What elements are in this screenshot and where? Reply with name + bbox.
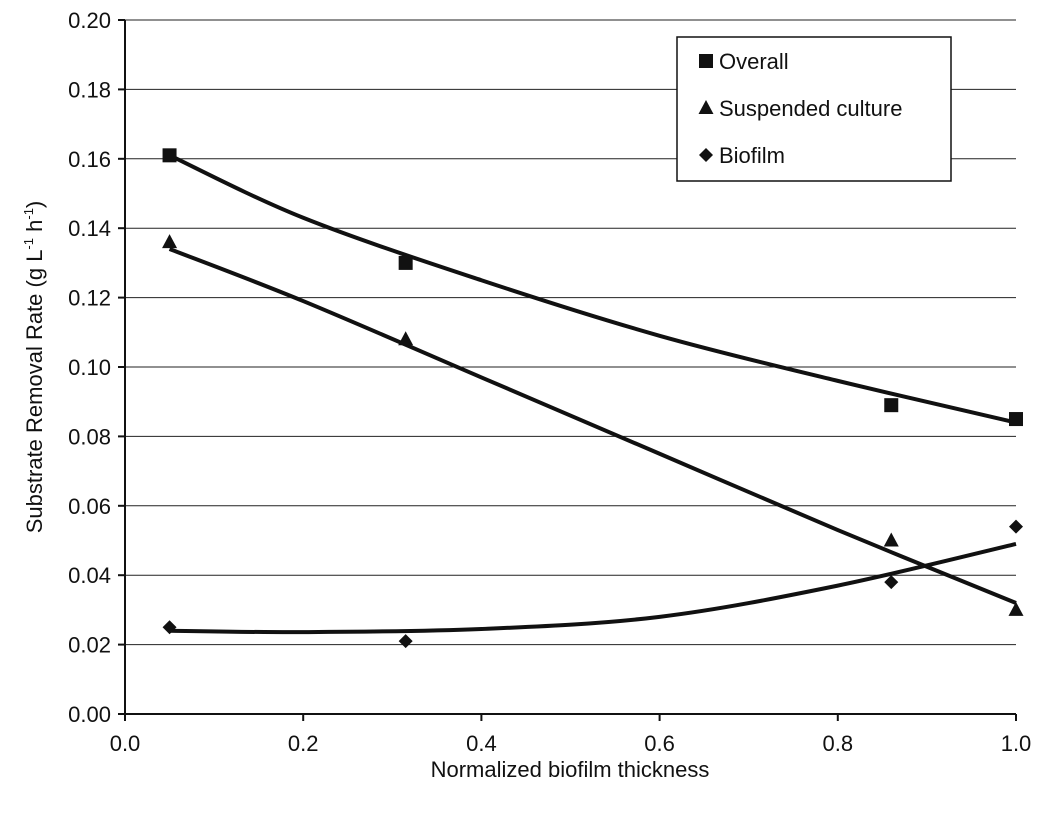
trendline-suspended-culture [168,247,1017,605]
y-tick-label: 0.18 [68,77,111,102]
ticks: 0.00 0.02 0.04 0.06 0.08 0.10 0.12 0.14 0.16 0.18… [68,8,1031,756]
x-tick-label: 0.6 [644,731,675,756]
marker-biofilm [884,575,899,590]
legend-marker-biofilm [699,148,713,162]
y-axis-title-suffix: ) [22,201,47,208]
marker-suspended-culture [1008,601,1024,616]
y-axis-title-exp2: -1 [21,208,36,220]
y-axis-title-mid: h [22,220,47,238]
marker-suspended-culture [162,234,178,249]
marker-biofilm [162,620,177,635]
y-tick-label: 0.14 [68,216,111,241]
y-tick-label: 0.16 [68,147,111,172]
legend-label-suspended-culture: Suspended culture [719,96,902,121]
data-markers [162,148,1024,649]
y-tick-label: 0.06 [68,494,111,519]
y-tick-label: 0.12 [68,286,111,311]
legend-marker-suspended-culture [698,100,714,114]
trendlines [168,153,1017,635]
x-tick-label: 0.2 [288,731,319,756]
x-tick-label: 0.0 [110,731,141,756]
marker-overall [398,255,413,270]
marker-overall [1009,412,1023,427]
marker-suspended-culture [398,331,414,346]
y-tick-label: 0.20 [68,8,111,33]
marker-overall [162,148,177,163]
marker-suspended-culture [883,532,899,547]
x-axis-title: Normalized biofilm thickness [431,757,710,782]
x-tick-label: 1.0 [1001,731,1032,756]
marker-biofilm [398,634,413,649]
y-axis-title-exp1: -1 [21,238,36,250]
y-axis-title-prefix: Substrate Removal Rate (g L [22,250,47,534]
legend-box [676,36,952,182]
y-tick-label: 0.10 [68,355,111,380]
trendline-biofilm [169,542,1017,635]
marker-overall [884,398,899,413]
y-tick-label: 0.08 [68,424,111,449]
x-tick-label: 0.4 [466,731,497,756]
gridlines [125,19,1016,646]
y-axis-title: Substrate Removal Rate (g L-1 h-1) [21,201,47,534]
legend: Overall Suspended culture Biofilm [676,36,952,182]
y-tick-label: 0.04 [68,563,111,588]
x-tick-label: 0.8 [823,731,854,756]
y-tick-label: 0.02 [68,633,111,658]
legend-label-biofilm: Biofilm [719,143,785,168]
trendline-overall [168,153,1017,425]
legend-label-overall: Overall [719,49,789,74]
marker-biofilm [1009,519,1023,534]
legend-marker-overall [699,54,713,68]
y-tick-label: 0.00 [68,702,111,727]
